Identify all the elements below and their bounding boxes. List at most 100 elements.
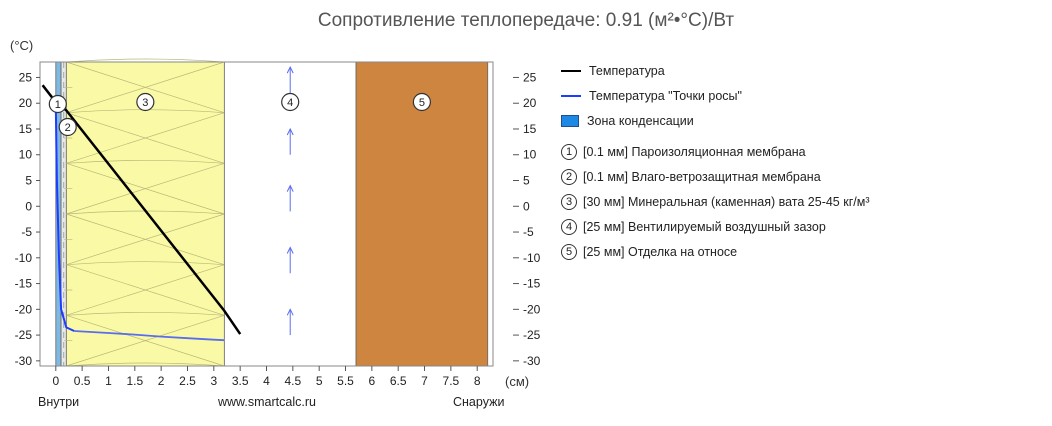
airflow-arrow-head <box>286 184 294 192</box>
y-tick-label: 20 <box>19 96 33 110</box>
layer-2-marker <box>58 117 77 137</box>
y-axis-label: (°C) <box>10 38 33 53</box>
legend-layer-4: 4 [25 мм] Вентилируемый воздушный зазор <box>561 218 826 236</box>
layer-5-band <box>355 61 489 367</box>
dew-point-line <box>54 105 75 332</box>
insulation-fiber-arc <box>66 362 225 367</box>
dew-point-tail-line <box>74 330 225 342</box>
dew-point-swatch <box>561 95 581 97</box>
source-site-label: www.smartcalc.ru <box>218 395 316 409</box>
layer-number-badge: 3 <box>561 194 577 210</box>
layer-3-marker <box>136 92 155 112</box>
layer-4-marker <box>281 92 300 112</box>
y-axis-left: 25 20 15 10 5 0 -5 -10 -15 -20 -25 -30 <box>15 70 40 368</box>
legend-layer-text: [0.1 мм] Влаго-ветрозащитная мембрана <box>583 170 821 184</box>
layer-2-number: 2 <box>65 122 71 134</box>
insulation-fiber-arc <box>66 160 225 164</box>
y-tick-label-right: -10 <box>523 251 541 265</box>
y-tick-label: -10 <box>15 251 33 265</box>
condensation-swatch <box>561 115 579 127</box>
series-lines <box>41 84 242 342</box>
chart-title: Сопротивление теплопередаче: 0.91 (м²•°C… <box>317 10 735 31</box>
x-tick-label: 7.5 <box>443 374 460 388</box>
x-tick-label: 6.5 <box>390 374 407 388</box>
y-tick-label: 25 <box>19 70 33 84</box>
x-tick-label: 6 <box>369 374 376 388</box>
airflow-arrow-head <box>286 127 294 136</box>
temperature-swatch <box>561 70 581 72</box>
legend-layer-text: [30 мм] Минеральная (каменная) вата 25-4… <box>583 195 870 209</box>
y-tick-label-right: -20 <box>523 302 541 316</box>
x-tick-label: 7 <box>421 374 428 388</box>
y-tick-label-right: -30 <box>523 354 541 368</box>
x-tick-label: 0 <box>52 374 59 388</box>
layer-1-marker <box>48 94 67 114</box>
x-tick-label: 5 <box>316 374 323 388</box>
y-tick-label-right: 25 <box>523 70 537 84</box>
y-tick-label-right: 10 <box>523 148 537 162</box>
y-axis-unit: (°C) <box>10 38 33 53</box>
y-tick-label-right: -25 <box>523 328 541 342</box>
legend-condensation-label: Зона конденсации <box>587 114 694 128</box>
y-tick-label-right: -5 <box>523 225 534 239</box>
x-tick-label: 4 <box>263 374 270 388</box>
insulation-fiber-arc <box>66 261 225 266</box>
x-tick-label: 2.5 <box>179 374 196 388</box>
legend-temperature-label: Температура <box>589 64 665 78</box>
layer-3-band <box>65 61 225 367</box>
wall-layers <box>39 58 494 367</box>
legend-layer-2: 2 [0.1 мм] Влаго-ветрозащитная мембрана <box>561 168 821 186</box>
inside-label: Внутри <box>38 395 80 409</box>
y-tick-label: 0 <box>25 199 32 213</box>
x-axis-unit: (см) <box>505 374 529 389</box>
y-tick-label-right: 15 <box>523 122 537 136</box>
x-tick-label: 8 <box>474 374 481 388</box>
airflow-arrow-head <box>286 246 294 254</box>
legend-temperature: Температура <box>561 62 665 80</box>
x-tick-label: 1.5 <box>126 374 143 388</box>
y-tick-label: 10 <box>19 148 33 162</box>
y-tick-label: 5 <box>25 174 32 188</box>
y-tick-label-right: 20 <box>523 96 537 110</box>
y-tick-label: 15 <box>19 122 33 136</box>
insulation-fiber-pattern <box>64 61 225 367</box>
y-tick-label: -15 <box>15 277 33 291</box>
layer-number-badge: 1 <box>561 144 577 160</box>
legend-layer-text: [25 мм] Вентилируемый воздушный зазор <box>583 220 826 234</box>
layer-3-number: 3 <box>142 97 148 109</box>
layer-number-labels: 12 3 4 5 <box>48 92 431 137</box>
legend-layer-1: 1 [0.1 мм] Пароизоляционная мембрана <box>561 143 806 161</box>
x-tick-label: 4.5 <box>284 374 301 388</box>
layer-5-number: 5 <box>419 97 425 109</box>
y-tick-label: -30 <box>15 354 33 368</box>
airflow-arrow-head <box>286 66 294 74</box>
legend-layer-3: 3 [30 мм] Минеральная (каменная) вата 25… <box>561 193 870 211</box>
y-tick-label: -20 <box>15 302 33 316</box>
x-tick-label: 5.5 <box>337 374 354 388</box>
layer-5-marker <box>412 92 431 112</box>
legend-dew-point: Температура "Точки росы" <box>561 87 742 105</box>
temperature-line <box>41 84 242 335</box>
airflow-arrows <box>286 66 294 336</box>
layer-4-number: 4 <box>287 97 293 109</box>
outside-label: Снаружи <box>453 395 505 409</box>
y-tick-label-right: 0 <box>523 199 530 213</box>
airflow-arrow-head <box>286 308 294 316</box>
y-tick-label: -5 <box>21 225 32 239</box>
layer-number-badge: 5 <box>561 244 577 260</box>
y-tick-label: -25 <box>15 328 33 342</box>
x-tick-label: 2 <box>158 374 165 388</box>
y-tick-label-right: 5 <box>523 174 530 188</box>
layer-number-badge: 2 <box>561 169 577 185</box>
x-axis: 0 0.5 1 1.5 2 2.5 3 3.5 4 4.5 5 5.5 6 6.5 7 7.5 8 (см) <box>52 366 529 389</box>
insulation-fiber-arc <box>66 312 225 316</box>
legend-layer-5: 5 [25 мм] Отделка на относе <box>561 243 737 261</box>
x-tick-label: 3.5 <box>232 374 249 388</box>
legend-layer-text: [25 мм] Отделка на относе <box>583 245 738 259</box>
legend-dew-label: Температура "Точки росы" <box>589 89 742 103</box>
y-axis-right: 25 20 15 10 5 0 -5 -10 -15 -20 -25 -30 <box>513 70 541 368</box>
x-tick-label: 0.5 <box>74 374 91 388</box>
y-tick-label-right: -15 <box>523 277 541 291</box>
x-tick-label: 1 <box>105 374 112 388</box>
